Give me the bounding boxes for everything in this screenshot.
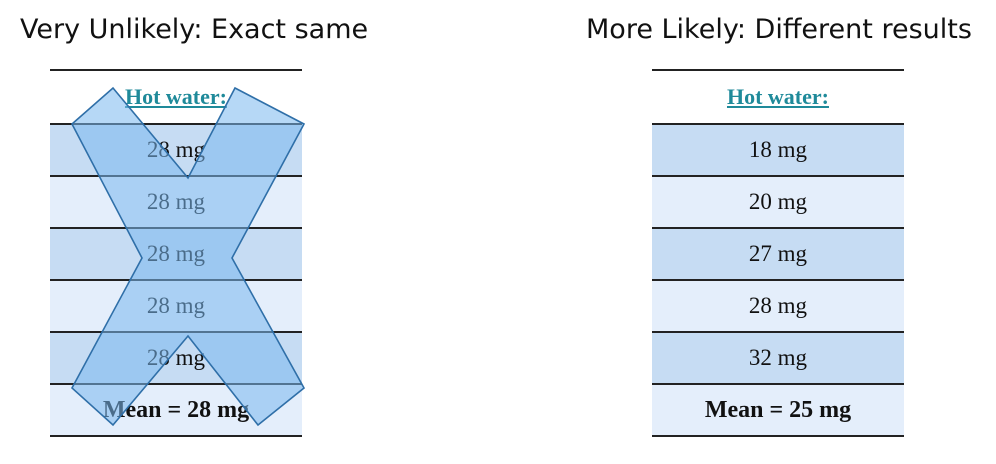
left-panel-title: Very Unlikely: Exact same xyxy=(20,14,369,45)
table-row: 20 mg xyxy=(652,175,904,227)
table-row: 28 mg xyxy=(50,123,302,175)
table-row: 28 mg xyxy=(50,279,302,331)
left-table-header: Hot water: xyxy=(50,71,302,123)
table-row: 28 mg xyxy=(50,175,302,227)
left-table: Hot water: 28 mg 28 mg 28 mg 28 mg 28 mg… xyxy=(50,69,302,437)
right-table-header: Hot water: xyxy=(652,71,904,123)
mean-row: Mean = 25 mg xyxy=(652,383,904,437)
table-row: 27 mg xyxy=(652,227,904,279)
mean-row: Mean = 28 mg xyxy=(50,383,302,437)
table-row: 32 mg xyxy=(652,331,904,383)
table-row: 28 mg xyxy=(652,279,904,331)
top-rule xyxy=(50,69,302,71)
table-row: 18 mg xyxy=(652,123,904,175)
table-row: 28 mg xyxy=(50,227,302,279)
top-rule xyxy=(652,69,904,71)
right-panel-title: More Likely: Different results xyxy=(586,14,972,45)
right-table: Hot water: 18 mg 20 mg 27 mg 28 mg 32 mg… xyxy=(652,69,904,437)
table-row: 28 mg xyxy=(50,331,302,383)
